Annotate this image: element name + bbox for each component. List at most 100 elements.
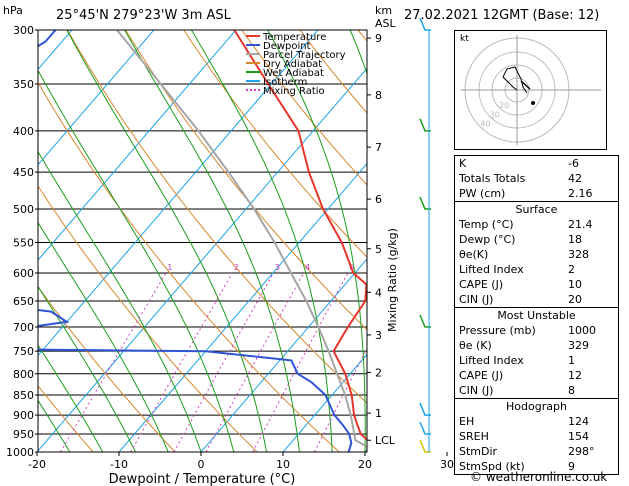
wet-adiabat--12 [38,344,104,452]
wet-adiabat-20 [267,30,366,452]
mixing-ratio-axis-label: Mixing Ratio (g/kg) [386,228,399,332]
wet-adiabat-0 [38,150,202,452]
wet-adiabat--4 [38,221,169,452]
legend-label-5: Isotherm [263,77,307,88]
mixing-ratio-label-4: 4 [305,263,310,272]
pressure-tick-650: 650 [13,295,34,308]
legend-label-4: Wet Adiabat [263,68,324,79]
km-tick-2: 2 [375,366,382,379]
mu-row-cin: CIN (J) 8 [459,384,575,397]
temp-tick--10: -10 [110,458,128,471]
pressure-tick-1000: 1000 [6,446,34,459]
series-dewpoint [38,30,353,452]
index-row-pw: PW (cm) 2.16 [459,187,593,200]
indices-table: K -6 Totals Totals 42 PW (cm) 2.16 [455,156,618,201]
most-unstable-title: Most Unstable [497,309,576,322]
mu-row-cape: CAPE (J) 12 [459,369,582,382]
hodo-storm-point [531,101,535,105]
isotherm--40 [38,30,237,261]
surface-row-temp: Temp (°C) 21.4 [459,218,593,231]
asl-label: ASL [375,17,396,30]
wet-adiabat-28 [431,30,450,452]
surface-row-cape: CAPE (J) 10 [459,278,582,291]
isotherm--30 [38,30,319,357]
pressure-tick-600: 600 [13,267,34,280]
km-tick-1: 1 [375,407,382,420]
dry-adiabat-270 [38,285,176,452]
legend-label-1: Dewpoint [263,41,311,52]
mixing-ratio-label-3: 3 [275,263,280,272]
km-tick-7: 7 [375,141,382,154]
hodo-storm-motion [520,80,531,90]
hodograph-section: Hodograph EH 124 SREH 154 StmDir 298° StmSp… [455,398,618,474]
dry-adiabat-330 [241,30,367,186]
mixing-ratio-label-10: 10 [405,263,415,272]
hodo-row-sreh: SREH 154 [459,430,589,443]
location-header: 25°45'N 279°23'W 3m ASL [56,8,231,23]
isotherm--10 [118,162,367,452]
temp-tick-20: 20 [358,458,372,471]
pressure-tick-500: 500 [13,203,34,216]
surface-row-li: Lifted Index 2 [459,263,575,276]
indices-panel: K -6 Totals Totals 42 PW (cm) 2.16 Surface … [454,155,619,475]
pressure-tick-700: 700 [13,321,34,334]
temp-tick--20: -20 [28,458,46,471]
pressure-tick-400: 400 [13,125,34,138]
wet-adiabat-4 [38,69,235,452]
pressure-tick-900: 900 [13,409,34,422]
index-row-k: K -6 [459,157,579,170]
mixing-ratio-15 [365,448,367,452]
surface-title: Surface [515,203,558,216]
hpa-label: hPa [3,4,23,17]
pressure-tick-450: 450 [13,166,34,179]
isotherm-10 [282,353,367,452]
mixing-ratio-4 [205,272,305,452]
hodo-ring-label-30: 30 [490,110,500,119]
dry-adiabat-310 [125,30,367,331]
km-tick-9: 9 [375,32,382,45]
mixing-ratio-label-1: 1 [167,263,172,272]
km-tick-LCL: LCL [375,434,396,447]
plot-area: 1234610152025 [0,6,450,469]
hodo-row-eh: EH 124 [459,415,589,428]
km-tick-6: 6 [375,193,382,206]
mixing-ratio-label-2: 2 [234,263,239,272]
mu-row-li: Lifted Index 1 [459,354,575,367]
hodograph-plot: kt 20 30 40 [454,30,607,150]
series-parcel-trajectory [116,30,367,448]
isotherm--50 [38,30,155,166]
isotherm--70 [0,6,11,469]
wet-adiabat-12 [124,30,300,452]
wet-adiabat-8 [66,30,268,452]
dry-adiabat-280 [38,185,258,452]
hodograph-title: Hodograph [506,400,567,413]
hodo-unit-label: kt [460,34,469,44]
legend-label-3: Dry Adiabat [263,59,322,70]
hodo-row-stmspd: StmSpd (kt) 9 [459,460,575,473]
dry-adiabat-300 [67,30,367,404]
dry-adiabat-260 [38,384,94,452]
hodo-ring-label-20: 20 [499,101,509,110]
index-row-totals: Totals Totals 42 [459,172,582,185]
surface-row-dewp: Dewp (°C) 18 [459,233,582,246]
mu-row-thetae: θe (K) 329 [459,339,589,352]
hodo-trace [502,66,528,94]
pressure-tick-300: 300 [13,24,34,37]
legend-label-0: Temperature [262,32,326,43]
wet-adiabat--8 [38,285,136,452]
copyright-footer: © weatheronline.co.uk [470,470,608,484]
pressure-tick-850: 850 [13,389,34,402]
km-tick-3: 3 [375,329,382,342]
surface-row-cin: CIN (J) 20 [459,293,582,306]
surface-section: Surface Temp (°C) 21.4 Dewp (°C) 18 θe(K) 3… [455,201,618,307]
pressure-tick-750: 750 [13,345,34,358]
temp-tick-30: 30 [440,458,454,471]
most-unstable-section: Most Unstable Pressure (mb) 1000 θe (K) 32… [455,307,618,398]
surface-row-thetae: θe(K) 328 [459,248,589,261]
datetime-header: 27.02.2021 12GMT (Base: 12) [404,8,600,23]
hodo-ring-label-40: 40 [480,120,490,129]
dry-adiabat-250 [0,30,11,452]
legend-label-6: Mixing Ratio [263,86,325,97]
dry-adiabat-320 [183,30,367,258]
